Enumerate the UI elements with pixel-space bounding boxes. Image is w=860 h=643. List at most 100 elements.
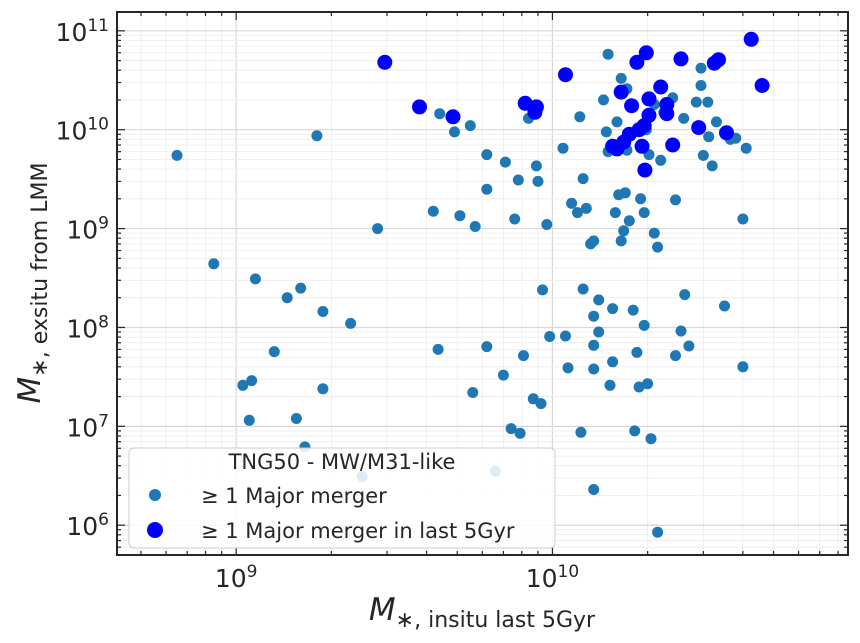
point-recent-major-merger bbox=[653, 79, 669, 95]
point-major-merger bbox=[604, 379, 616, 391]
point-major-merger bbox=[505, 423, 517, 435]
point-major-merger bbox=[655, 154, 667, 166]
point-major-merger bbox=[615, 72, 627, 84]
point-major-merger bbox=[588, 235, 600, 247]
point-major-merger bbox=[706, 160, 718, 172]
point-major-merger bbox=[593, 326, 605, 338]
point-major-merger bbox=[623, 215, 635, 227]
point-major-merger bbox=[690, 96, 702, 108]
point-major-merger bbox=[629, 425, 641, 437]
point-recent-major-merger bbox=[377, 54, 393, 70]
point-major-merger bbox=[580, 202, 592, 214]
point-major-merger bbox=[631, 346, 643, 358]
legend-marker-major-merger bbox=[149, 489, 161, 501]
point-recent-major-merger bbox=[641, 91, 657, 107]
legend-label-major-merger: ≥ 1 Major merger bbox=[201, 484, 387, 508]
point-major-merger bbox=[572, 207, 583, 219]
point-recent-major-merger bbox=[637, 162, 653, 178]
point-recent-major-merger bbox=[665, 137, 681, 153]
point-recent-major-merger bbox=[528, 99, 544, 115]
y-axis-subscript: ∗, exsitu from LMM bbox=[28, 163, 53, 377]
point-major-merger bbox=[467, 387, 479, 398]
point-major-merger bbox=[737, 213, 749, 225]
point-recent-major-merger bbox=[719, 125, 734, 141]
point-major-merger bbox=[481, 149, 493, 161]
point-major-merger bbox=[566, 197, 578, 209]
point-recent-major-merger bbox=[659, 106, 675, 122]
y-tick-label: 109 bbox=[66, 214, 109, 245]
point-major-merger bbox=[497, 369, 509, 381]
point-major-merger bbox=[588, 339, 600, 351]
point-major-merger bbox=[449, 126, 460, 138]
y-tick-label: 1011 bbox=[56, 16, 109, 47]
y-axis-symbol: M bbox=[12, 377, 48, 404]
point-major-merger bbox=[645, 433, 657, 445]
x-tick-labels: 109 1010 bbox=[215, 562, 579, 593]
point-major-merger bbox=[464, 120, 476, 132]
point-recent-major-merger bbox=[641, 107, 657, 123]
point-major-merger bbox=[695, 62, 707, 74]
point-major-merger bbox=[611, 116, 623, 128]
point-major-merger bbox=[635, 193, 647, 205]
point-major-merger bbox=[702, 96, 714, 108]
legend: TNG50 - MW/M31-like ≥ 1 Major merger ≥ 1… bbox=[128, 447, 556, 549]
point-major-merger bbox=[562, 362, 574, 374]
point-recent-major-merger bbox=[629, 54, 645, 70]
legend-box bbox=[128, 447, 556, 549]
point-major-merger bbox=[642, 378, 654, 390]
point-major-merger bbox=[560, 330, 571, 342]
point-major-merger bbox=[627, 304, 639, 316]
point-major-merger bbox=[295, 282, 307, 294]
point-major-merger bbox=[249, 273, 261, 285]
point-major-merger bbox=[602, 48, 614, 60]
point-major-merger bbox=[512, 174, 524, 186]
legend-label-recent-major-merger: ≥ 1 Major merger in last 5Gyr bbox=[201, 519, 515, 543]
point-major-merger bbox=[648, 227, 660, 239]
point-major-merger bbox=[246, 375, 258, 387]
point-major-merger bbox=[577, 173, 589, 185]
point-major-merger bbox=[268, 346, 280, 358]
point-major-merger bbox=[427, 205, 439, 217]
point-major-merger bbox=[588, 310, 600, 322]
point-major-merger bbox=[345, 317, 357, 329]
point-major-merger bbox=[544, 331, 556, 342]
point-major-merger bbox=[710, 116, 722, 128]
point-major-merger bbox=[607, 356, 619, 368]
point-major-merger bbox=[737, 361, 749, 373]
point-major-merger bbox=[638, 319, 650, 331]
point-major-merger bbox=[703, 131, 715, 143]
point-major-merger bbox=[619, 187, 631, 199]
point-major-merger bbox=[607, 303, 619, 315]
point-major-merger bbox=[530, 160, 542, 172]
point-recent-major-merger bbox=[691, 120, 707, 136]
point-recent-major-merger bbox=[412, 99, 427, 115]
point-major-merger bbox=[697, 149, 709, 161]
point-major-merger bbox=[588, 363, 600, 375]
point-recent-major-merger bbox=[638, 45, 654, 61]
point-major-merger bbox=[652, 241, 664, 253]
point-major-merger bbox=[237, 379, 249, 391]
point-major-merger bbox=[575, 426, 587, 438]
point-recent-major-merger bbox=[711, 52, 726, 68]
point-major-merger bbox=[618, 225, 630, 237]
point-major-merger bbox=[670, 350, 681, 362]
point-recent-major-merger bbox=[673, 51, 689, 67]
point-major-merger bbox=[695, 80, 707, 91]
legend-title: TNG50 - MW/M31-like bbox=[228, 450, 456, 474]
point-major-merger bbox=[537, 284, 548, 296]
point-major-merger bbox=[609, 207, 621, 219]
point-major-merger bbox=[518, 350, 529, 362]
point-major-merger bbox=[532, 175, 544, 187]
point-major-merger bbox=[499, 156, 511, 168]
point-major-merger bbox=[574, 111, 586, 123]
point-major-merger bbox=[481, 183, 493, 195]
point-recent-major-merger bbox=[613, 84, 629, 100]
point-major-merger bbox=[541, 219, 553, 230]
point-major-merger bbox=[652, 526, 664, 538]
point-recent-major-merger bbox=[743, 31, 759, 47]
point-major-merger bbox=[509, 213, 521, 225]
point-major-merger bbox=[593, 294, 605, 306]
point-recent-major-merger bbox=[624, 98, 640, 114]
point-major-merger bbox=[557, 142, 569, 154]
